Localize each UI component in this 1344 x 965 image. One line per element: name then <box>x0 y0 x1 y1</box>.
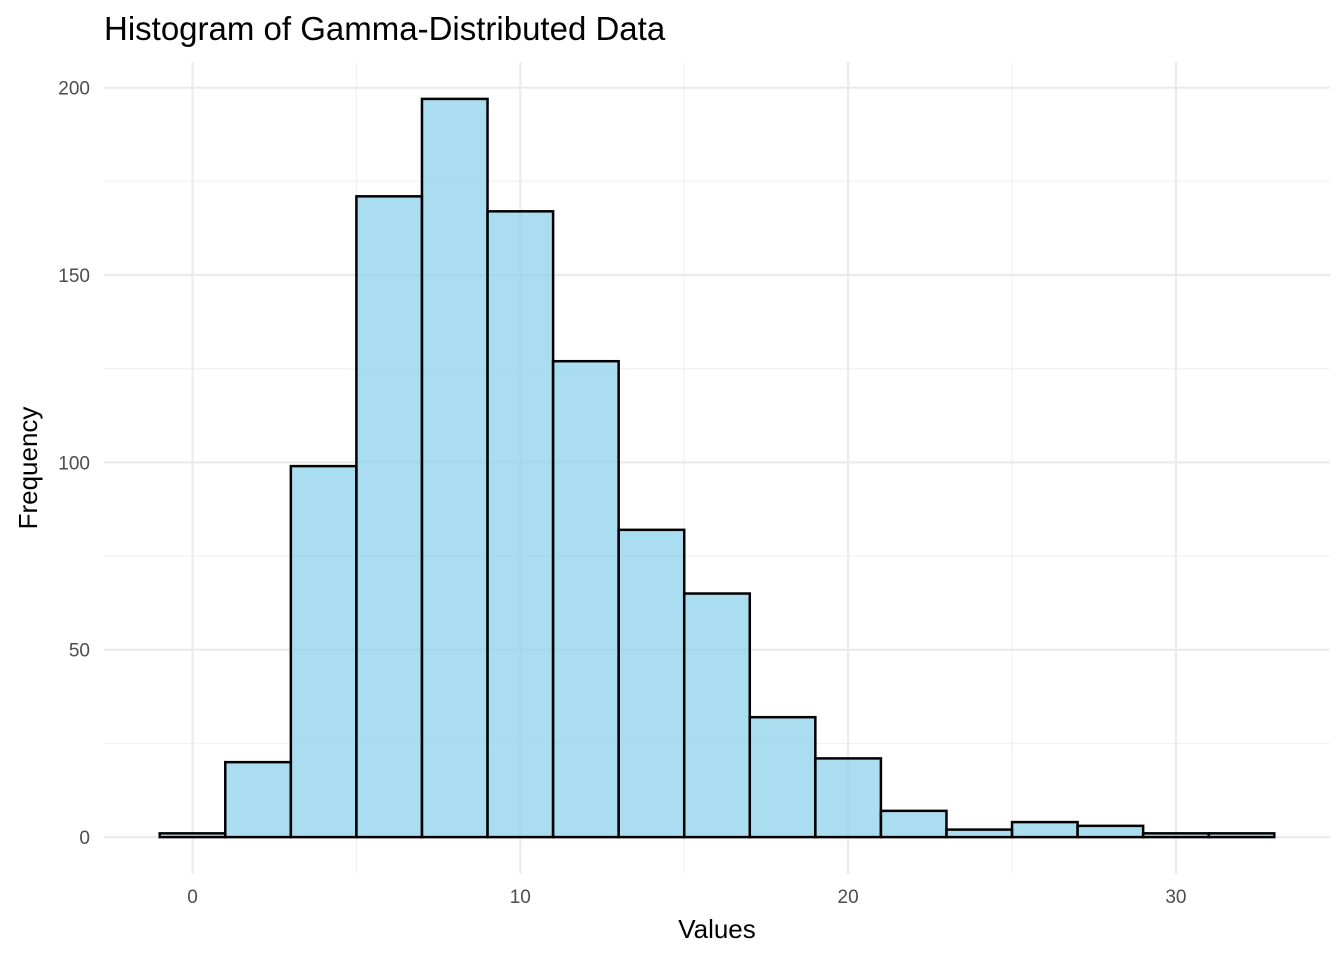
x-axis-ticks: 0 10 20 30 <box>187 887 1186 908</box>
histogram-bar <box>1141 832 1210 839</box>
x-tick-label: 10 <box>510 887 531 908</box>
histogram-bar <box>682 592 752 839</box>
y-tick-label: 200 <box>58 79 90 100</box>
histogram-bar <box>945 828 1014 839</box>
histogram-bar <box>748 715 817 839</box>
histogram-bar <box>879 809 948 839</box>
bars <box>158 97 1276 839</box>
histogram-bar <box>617 528 686 839</box>
x-axis-label: Values <box>678 914 756 944</box>
histogram-bar <box>420 97 489 839</box>
y-axis-ticks: 0 50 100 150 200 <box>58 79 90 849</box>
histogram-bar <box>1076 824 1145 839</box>
y-axis-label: Frequency <box>13 407 43 530</box>
x-tick-label: 0 <box>187 887 198 908</box>
chart-title: Histogram of Gamma-Distributed Data <box>104 10 666 47</box>
histogram-bar <box>486 210 555 839</box>
histogram-bar <box>551 359 620 839</box>
histogram-bar <box>1207 832 1276 839</box>
x-tick-label: 20 <box>838 887 859 908</box>
histogram-bar <box>355 195 424 839</box>
x-tick-label: 30 <box>1165 887 1186 908</box>
y-tick-label: 100 <box>58 453 90 474</box>
histogram-bar <box>158 832 227 839</box>
histogram-bar <box>814 757 883 839</box>
histogram-bar <box>224 760 293 839</box>
histogram-bar <box>1010 820 1079 839</box>
y-tick-label: 150 <box>58 266 90 287</box>
histogram-bar <box>289 464 358 839</box>
y-tick-label: 0 <box>79 828 90 849</box>
y-tick-label: 50 <box>69 641 90 662</box>
